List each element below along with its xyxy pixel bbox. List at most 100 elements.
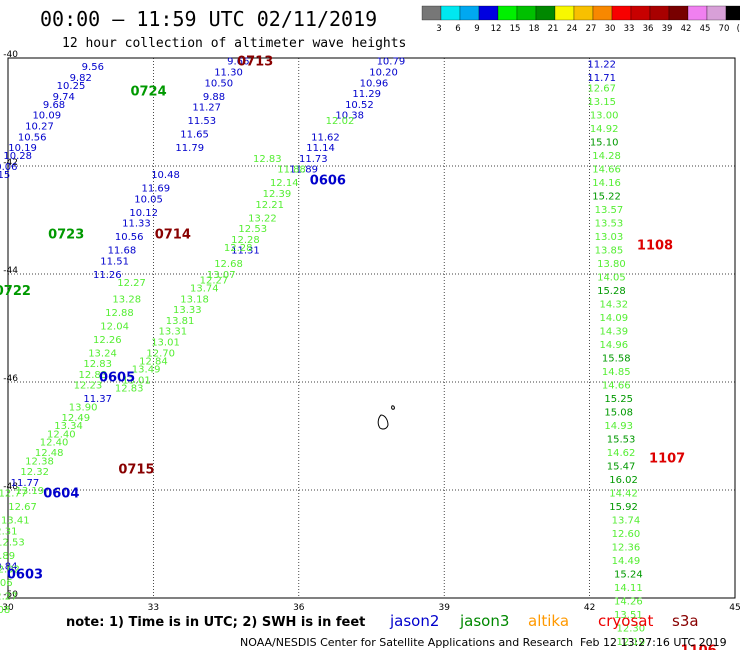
jason3-wave-height: 12.08 xyxy=(0,605,10,616)
jason2-wave-height: 11.73 xyxy=(299,154,328,165)
jason3-wave-height: 14.28 xyxy=(592,151,621,162)
jason3-wave-height: 12.04 xyxy=(100,321,129,332)
jason3-wave-height: 14.32 xyxy=(600,300,629,311)
legend-s3a: s3a xyxy=(672,612,699,630)
color-scale-label: 21 xyxy=(548,24,559,34)
jason3-wave-height: 13.03 xyxy=(595,232,624,243)
grid-lines xyxy=(8,58,735,598)
jason3-wave-height: 13.07 xyxy=(207,270,236,281)
color-swatch xyxy=(459,5,480,21)
pass-time-label: 0606 xyxy=(310,174,346,189)
satellite-legend: jason2 jason3 altika cryosat s3a xyxy=(389,612,699,630)
jason3-wave-height: 12.53 xyxy=(0,537,25,548)
island-outline xyxy=(377,405,395,430)
color-scale-label: 9 xyxy=(474,24,479,34)
jason3-wave-height: 14.96 xyxy=(600,340,629,351)
color-swatch xyxy=(497,5,518,21)
jason2-wave-height: 10.96 xyxy=(360,78,389,89)
pass-time-label: 1106 xyxy=(681,643,717,650)
color-scale-label: 24 xyxy=(567,24,578,34)
jason2-wave-height: 11.30 xyxy=(214,68,243,79)
jason2-wave-height: 11.62 xyxy=(311,132,340,143)
color-swatch xyxy=(516,5,537,21)
jason2-wave-height: 11.37 xyxy=(83,394,112,405)
jason3-wave-height: 12.83 xyxy=(253,154,282,165)
chart-subtitle: 12 hour collection of altimeter wave hei… xyxy=(62,36,406,51)
color-swatch xyxy=(592,5,613,21)
jason3-wave-height: 12.88 xyxy=(105,308,134,319)
jason3-wave-height: 14.62 xyxy=(607,448,636,459)
legend-note: note: 1) Time is in UTC; 2) SWH is in fe… xyxy=(66,615,365,630)
jason3-wave-height: 12.40 xyxy=(47,429,76,440)
jason3-wave-height: 12.31 xyxy=(0,527,17,538)
color-scale-label: 45 xyxy=(700,24,711,34)
jason3-wave-height: 14.49 xyxy=(612,556,641,567)
jason3-wave-height: 12.02 xyxy=(0,564,20,575)
jason2-wave-height: 10.28 xyxy=(3,151,32,162)
jason3-wave-height: 12.23 xyxy=(74,381,103,392)
jason2-wave-height: 11.33 xyxy=(122,219,151,230)
jason2-wave-height: 11.77 xyxy=(11,478,40,489)
jason2-wave-height: 11.79 xyxy=(175,143,204,154)
jason3-wave-height: 14.66 xyxy=(592,165,621,176)
jason3-wave-height: 13.19 xyxy=(15,486,44,497)
jason3-wave-height: 13.51 xyxy=(614,610,643,621)
jason3-wave-height: 12.19 xyxy=(616,637,645,648)
jason3-wave-height: 13.01 xyxy=(122,375,151,386)
pass-time-label: 0603 xyxy=(7,568,43,583)
chart-title: 00:00 – 11:59 UTC 02/11/2019 xyxy=(40,7,377,31)
jason3-wave-height: 14.16 xyxy=(592,178,621,189)
jason3-wave-height: 11.88 xyxy=(277,165,306,176)
jason3-wave-height: 14.26 xyxy=(614,597,643,608)
legend-cryosat: cryosat xyxy=(598,612,653,630)
jason3-wave-height: 15.24 xyxy=(614,570,643,581)
jason3-wave-height: 13.90 xyxy=(69,402,98,413)
jason2-wave-height: 10.09 xyxy=(32,111,61,122)
jason3-wave-height: 12.38 xyxy=(25,456,54,467)
color-scale-label: 36 xyxy=(643,24,654,34)
jason3-wave-height: 15.22 xyxy=(592,192,621,203)
jason2-wave-height: 11.29 xyxy=(352,89,381,100)
color-swatch xyxy=(421,5,442,21)
color-swatch xyxy=(687,5,708,21)
jason3-wave-height: 12.53 xyxy=(238,224,267,235)
pass-time-label: 1107 xyxy=(649,452,685,467)
jason2-wave-height: 10.12 xyxy=(129,208,158,219)
jason3-wave-height: 14.11 xyxy=(614,583,643,594)
color-scale-label: 30 xyxy=(605,24,616,34)
jason3-wave-height: 12.14 xyxy=(270,178,299,189)
jason2-wave-height: 10.52 xyxy=(345,100,374,111)
jason3-wave-height: 12.83 xyxy=(83,359,112,370)
jason3-wave-height: 12.27 xyxy=(200,275,229,286)
jason2-wave-height: 10.25 xyxy=(57,81,86,92)
jason3-wave-height: 14.93 xyxy=(604,421,633,432)
legend-jason2: jason2 xyxy=(389,612,439,630)
jason3-wave-height: 15.25 xyxy=(604,394,633,405)
y-tick-label: -44 xyxy=(3,266,18,276)
jason3-wave-height: 12.77 xyxy=(0,489,27,500)
timestamp-text: Feb 12 13:27:16 UTC 2019 xyxy=(580,636,727,649)
jason2-wave-height: 11.65 xyxy=(180,130,209,141)
jason2-wave-height: 9.68 xyxy=(43,100,65,111)
pass-time-label: 0715 xyxy=(118,462,154,477)
jason3-wave-height: 13.28 xyxy=(112,294,141,305)
jason2-wave-height: 10.50 xyxy=(205,78,234,89)
jason3-wave-height: 12.83 xyxy=(115,383,144,394)
jason3-wave-height: 13.34 xyxy=(54,421,83,432)
jason2-wave-height: 11.89 xyxy=(289,165,318,176)
color-scale-label: 33 xyxy=(624,24,635,34)
pass-time-label: 0605 xyxy=(99,371,135,386)
jason3-wave-height: 12.67 xyxy=(8,502,37,513)
jason3-wave-height: 14.42 xyxy=(609,489,638,500)
jason3-wave-height: 13.57 xyxy=(595,205,624,216)
jason3-wave-height: 13.81 xyxy=(166,316,195,327)
jason3-wave-height: 15.53 xyxy=(607,435,636,446)
jason3-wave-height: 13.33 xyxy=(173,305,202,316)
jason3-wave-height: 12.36 xyxy=(612,543,641,554)
jason2-wave-height: 10.19 xyxy=(8,143,37,154)
jason3-wave-height: 13.18 xyxy=(180,294,209,305)
jason2-wave-height: 10.56 xyxy=(18,132,47,143)
jason2-wave-height: 10.27 xyxy=(25,122,54,133)
jason2-wave-height: 11.71 xyxy=(587,73,616,84)
